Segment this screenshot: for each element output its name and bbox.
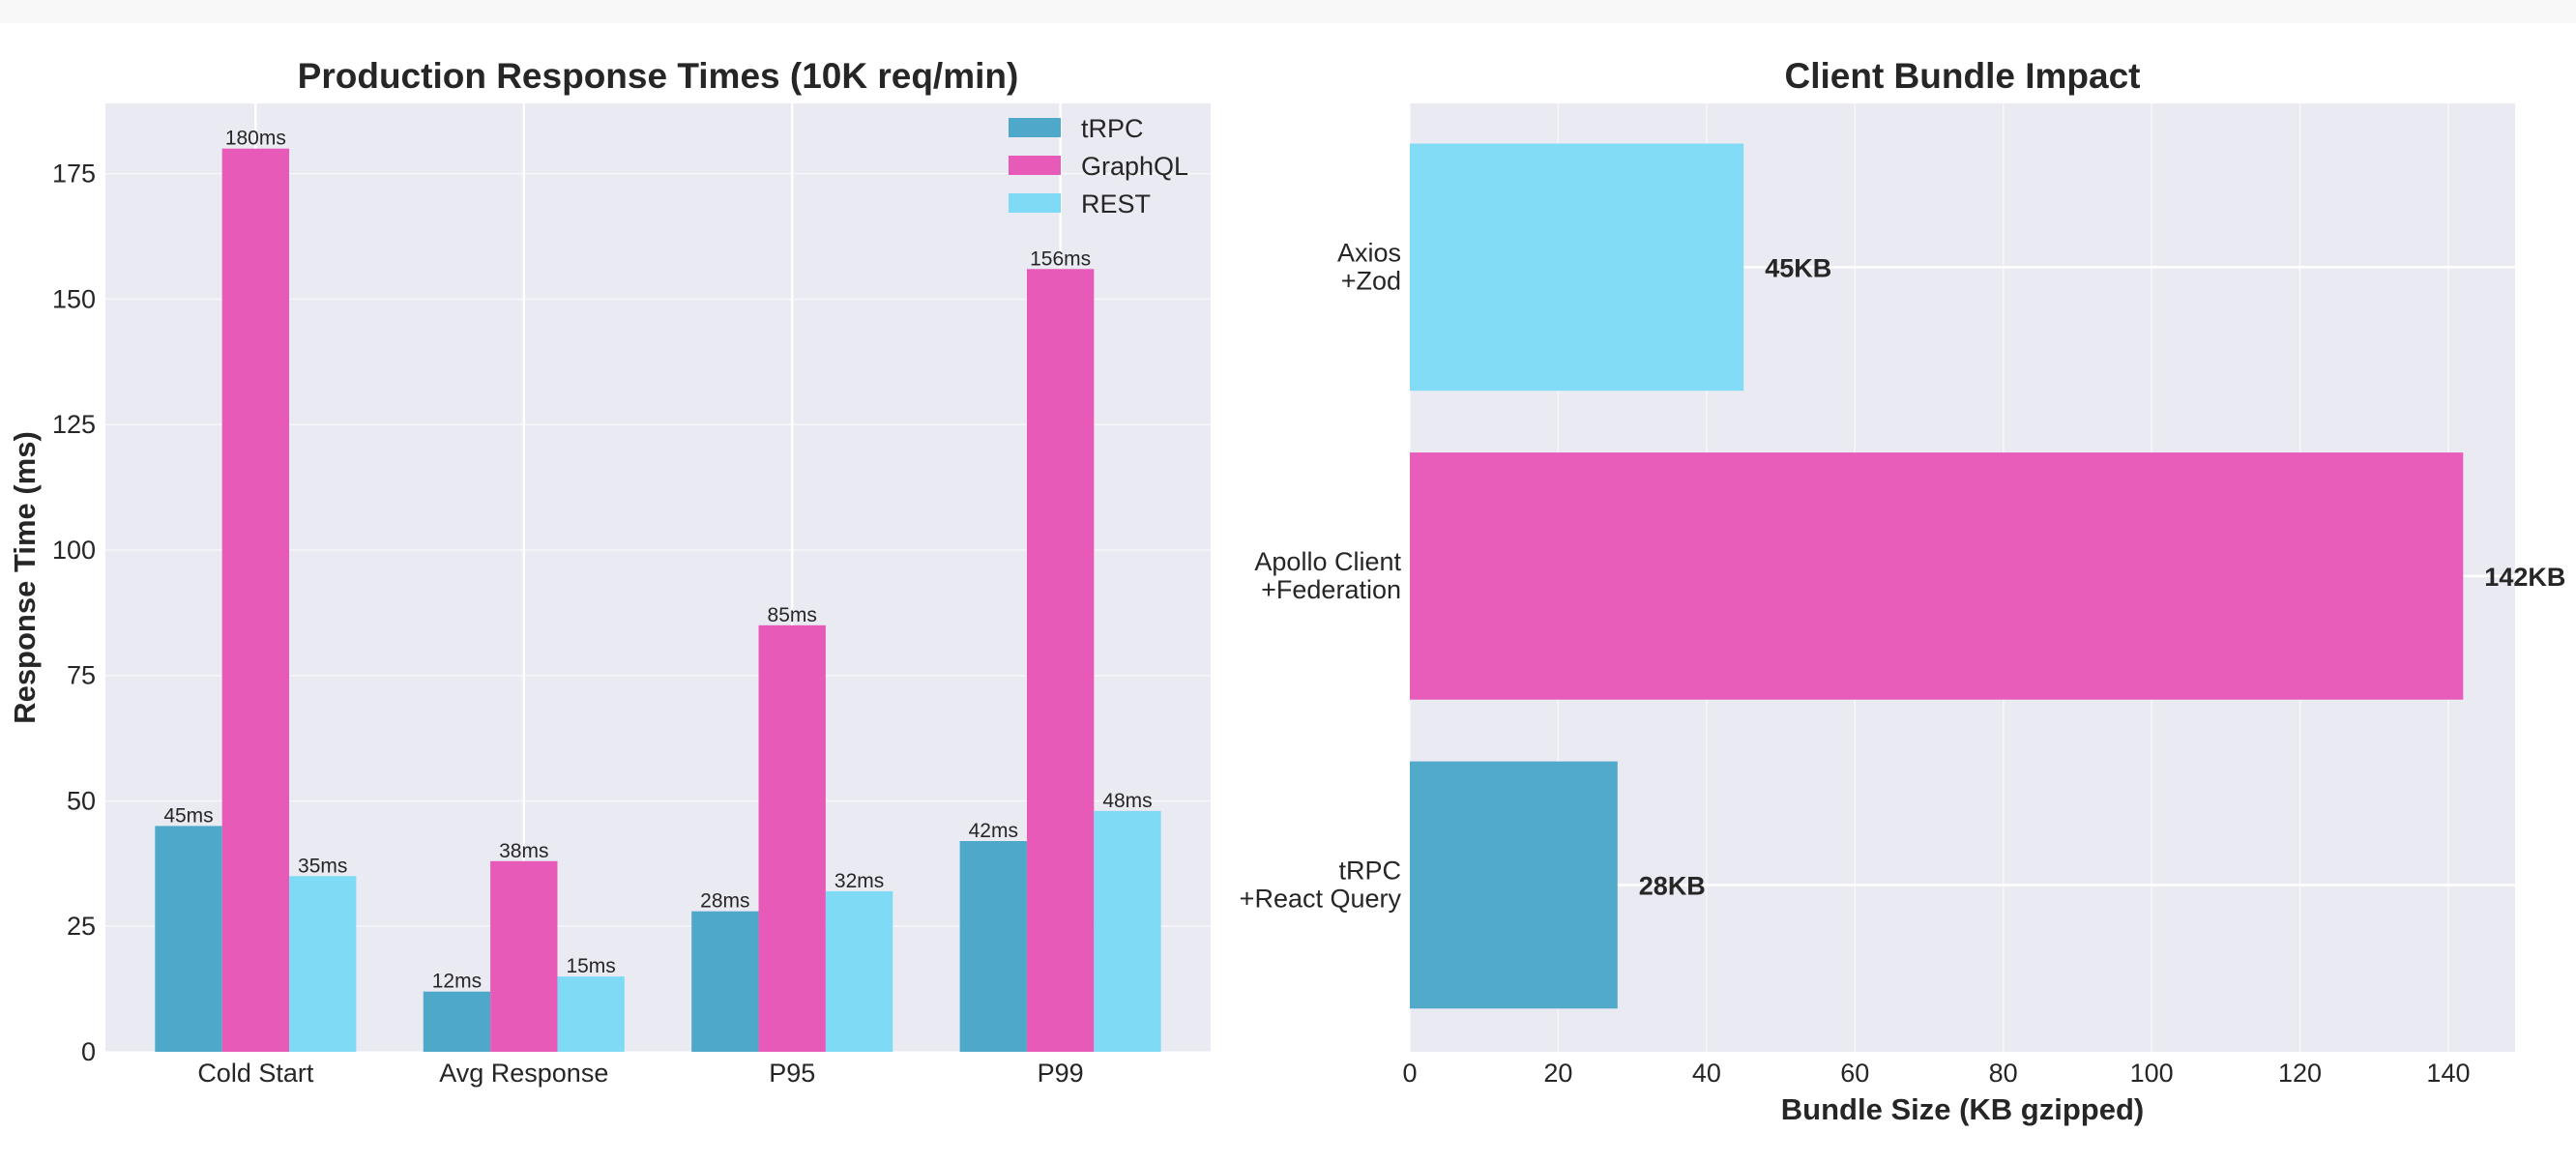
bar-value-label: 35ms [298, 855, 347, 877]
x-tick-label: P99 [1038, 1059, 1084, 1088]
bar-value-label: 32ms [834, 870, 884, 892]
legend-swatch-trpc [1009, 118, 1061, 137]
x-tick-label: 140 [2426, 1059, 2470, 1088]
bar-trpc [423, 991, 491, 1052]
bar-value-label: 12ms [432, 971, 482, 993]
bar-rest [289, 876, 357, 1052]
bar-graphql [490, 860, 558, 1052]
y-tick-label-line: tRPC [1338, 856, 1401, 885]
bar-rest [825, 890, 893, 1052]
bar-graphql [1026, 269, 1095, 1052]
bar-rest [557, 976, 625, 1052]
bar-value-label: 28ms [700, 890, 749, 913]
y-tick-label-line: Axios [1337, 238, 1401, 267]
x-tick-label: Cold Start [197, 1059, 314, 1088]
x-tick-label: Avg Response [439, 1059, 608, 1088]
bar-trpc [155, 826, 222, 1052]
bar-value-label: 180ms [225, 128, 286, 150]
bar-bundle [1410, 452, 2464, 700]
y-tick-label: tRPC +React Query [1240, 856, 1402, 913]
bar-value-label: 45KB [1765, 253, 1831, 282]
chart-title: Production Response Times (10K req/min) [298, 56, 1019, 96]
y-tick-label: 125 [52, 410, 96, 439]
x-tick-label: 0 [1402, 1059, 1417, 1088]
legend-swatch-graphql [1009, 156, 1061, 175]
x-tick-label: 60 [1840, 1059, 1869, 1088]
x-axis-label: Bundle Size (KB gzipped) [1781, 1092, 2144, 1126]
bar-value-label: 156ms [1030, 247, 1091, 270]
x-tick-label: P95 [769, 1059, 815, 1088]
bar-rest [1094, 810, 1161, 1052]
y-axis-label: Response Time (ms) [8, 431, 42, 724]
y-tick-label: 25 [67, 912, 96, 941]
y-tick-label: Apollo Client +Federation [1254, 547, 1401, 604]
x-tick-label: 20 [1543, 1059, 1572, 1088]
bar-value-label: 42ms [969, 820, 1018, 842]
y-tick-label-line: +Zod [1341, 266, 1401, 295]
bar-value-label: 45ms [163, 804, 213, 827]
y-tick-label-line: +Federation [1261, 575, 1401, 604]
top-bar [0, 0, 2576, 23]
bar-graphql [758, 625, 826, 1052]
x-tick-label: 40 [1692, 1059, 1721, 1088]
legend-label: REST [1081, 189, 1151, 218]
legend-label: tRPC [1081, 114, 1144, 143]
y-tick-label: 150 [52, 284, 96, 313]
bar-value-label: 48ms [1102, 790, 1152, 812]
bar-bundle [1410, 143, 1744, 392]
bar-value-label: 85ms [768, 604, 817, 626]
x-tick-label: 120 [2278, 1059, 2322, 1088]
y-tick-label: 75 [67, 661, 96, 690]
bar-bundle [1410, 761, 1618, 1009]
y-tick-label: 50 [67, 786, 96, 815]
y-tick-label-line: +React Query [1240, 884, 1402, 913]
bar-value-label: 38ms [499, 840, 548, 862]
y-tick-label: 0 [81, 1037, 96, 1066]
bar-trpc [959, 841, 1027, 1052]
y-tick-label: 175 [52, 160, 96, 189]
y-tick-label: 100 [52, 536, 96, 565]
x-tick-label: 80 [1989, 1059, 2018, 1088]
y-tick-label-line: Apollo Client [1254, 547, 1401, 576]
x-tick-label: 100 [2130, 1059, 2174, 1088]
legend-swatch-rest [1009, 193, 1061, 213]
bar-graphql [221, 148, 290, 1052]
legend-label: GraphQL [1081, 152, 1188, 181]
bar-value-label: 15ms [566, 955, 615, 977]
bar-trpc [691, 911, 759, 1052]
bar-value-label: 142KB [2484, 563, 2565, 592]
chart-title: Client Bundle Impact [1785, 56, 2141, 96]
bar-value-label: 28KB [1639, 871, 1706, 900]
y-tick-label: Axios +Zod [1337, 238, 1401, 295]
